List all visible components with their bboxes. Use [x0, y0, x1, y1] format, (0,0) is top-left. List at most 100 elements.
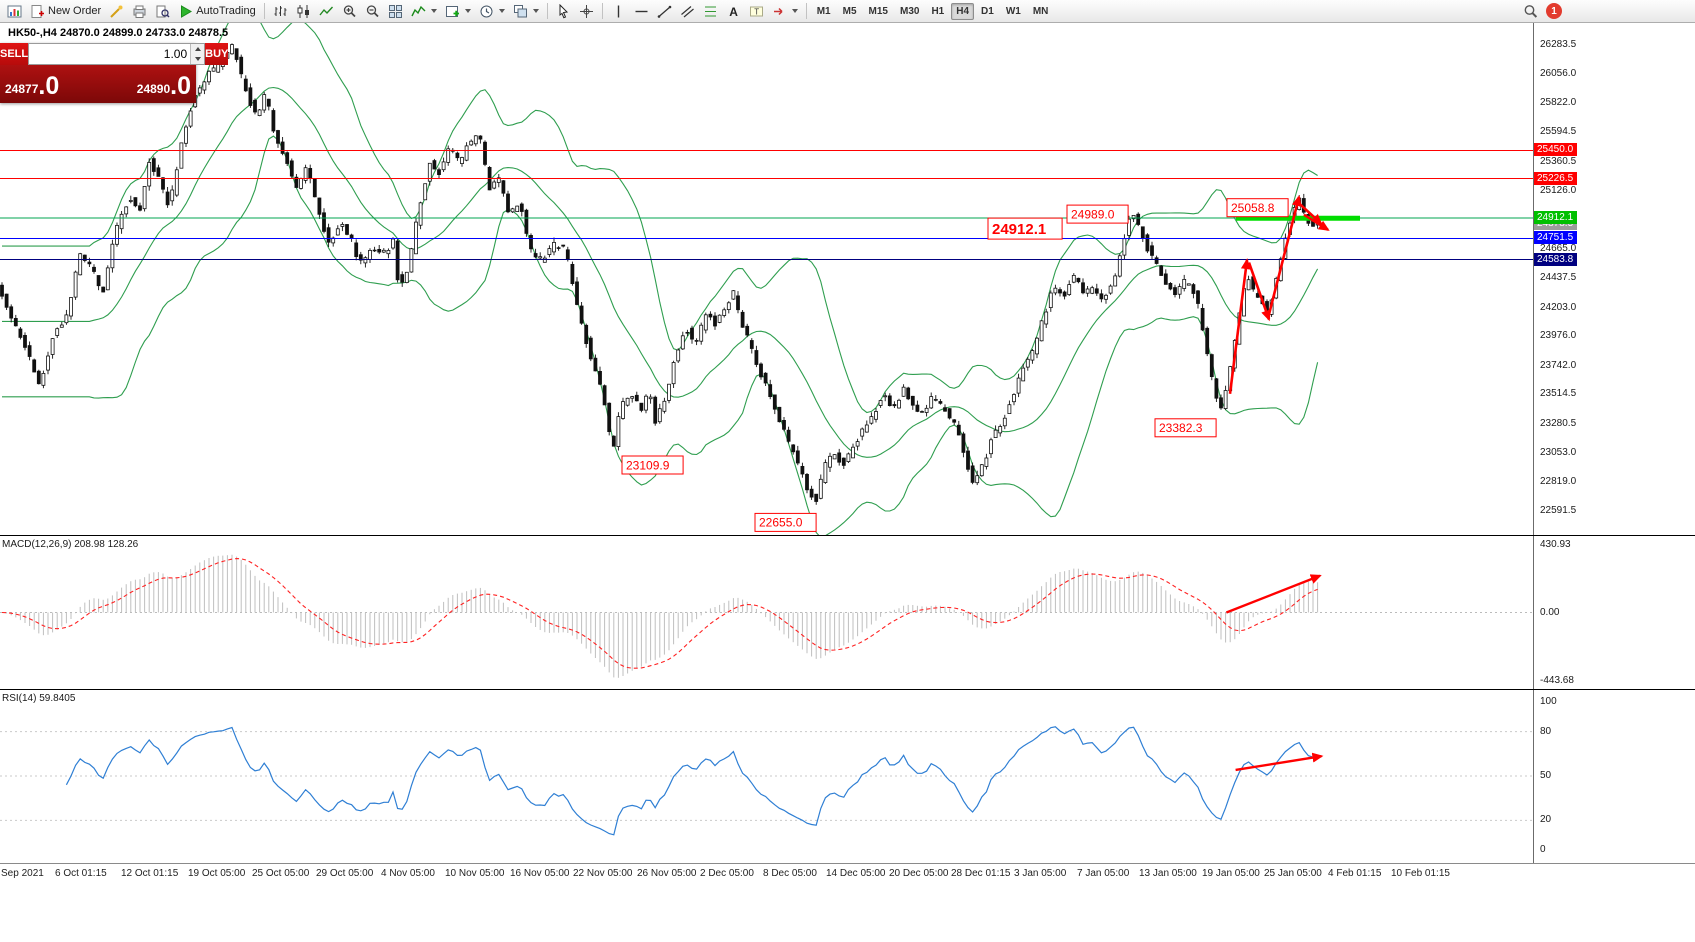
time-axis-label: 4 Feb 01:15 — [1328, 868, 1382, 879]
price-annotation[interactable]: 25058.8 — [1226, 198, 1289, 218]
rsi-panel[interactable] — [0, 690, 1533, 862]
equidistant-channel-icon[interactable] — [676, 1, 699, 22]
panel-separator[interactable] — [0, 689, 1695, 690]
price-axis-label: 25360.5 — [1540, 156, 1577, 167]
volume-input[interactable] — [29, 44, 191, 64]
buy-price-pips: .0 — [170, 72, 191, 100]
horizontal-line-icon — [635, 10, 648, 12]
timeframe-mn[interactable]: MN — [1032, 5, 1049, 17]
one-click-trading-panel: SELL BUY 24877.0 24890.0 — [0, 43, 229, 103]
trend-arrow[interactable] — [1267, 195, 1302, 315]
sell-price-base: 24877 — [5, 81, 39, 96]
svg-text:24912.1: 24912.1 — [992, 221, 1046, 238]
svg-text:22655.0: 22655.0 — [759, 516, 803, 530]
new-order-button[interactable]: New Order — [26, 1, 105, 22]
styles-icon — [110, 5, 123, 18]
price-axis-label: 23976.0 — [1540, 330, 1577, 341]
panel-separator[interactable] — [0, 535, 1695, 536]
buy-price[interactable]: 24890.0 — [98, 65, 196, 103]
price-axis-label: 24437.5 — [1540, 272, 1577, 283]
print-icon[interactable] — [128, 1, 151, 22]
trendline-icon[interactable] — [653, 1, 676, 22]
bar-chart-icon — [274, 5, 287, 16]
line-chart-icon[interactable] — [315, 1, 338, 22]
chart-window-icon[interactable] — [3, 1, 26, 22]
autotrading-button[interactable]: AutoTrading — [174, 1, 260, 22]
svg-text:A: A — [729, 5, 738, 19]
price-annotation[interactable]: 24989.0 — [1066, 204, 1129, 224]
sell-price[interactable]: 24877.0 — [0, 65, 98, 103]
notification-badge[interactable]: 1 — [1546, 3, 1562, 19]
sell-button[interactable]: SELL — [0, 43, 29, 65]
search-icon[interactable] — [1519, 1, 1542, 22]
candlestick-chart-icon[interactable] — [292, 1, 315, 22]
trend-arrow[interactable] — [1228, 258, 1251, 394]
timeframe-m1[interactable]: M1 — [816, 5, 831, 17]
price-axis-label: 24665.0 — [1540, 243, 1577, 254]
fibonacci-icon[interactable] — [699, 1, 722, 22]
macd-axis-label: 0.00 — [1540, 607, 1560, 618]
price-annotation[interactable]: 23109.9 — [621, 455, 684, 475]
timeframe-h4[interactable]: H4 — [951, 2, 975, 20]
main-price-chart[interactable]: 24912.1 24989.0 25058.8 23382.3 23109.9 22655… — [0, 23, 1533, 535]
price-annotation[interactable]: 24912.1 — [987, 217, 1063, 240]
new-chart-icon[interactable] — [441, 1, 475, 22]
rsi-axis-label: 0 — [1540, 844, 1546, 855]
text-label-icon[interactable]: T — [745, 1, 768, 22]
macd-axis-label: 430.93 — [1540, 539, 1571, 550]
rsi-axis-label: 100 — [1540, 696, 1557, 707]
time-axis-label: 26 Nov 05:00 — [637, 868, 697, 879]
timeframe-m30[interactable]: M30 — [899, 5, 920, 17]
timeframe-h1[interactable]: H1 — [931, 5, 945, 17]
cursor-icon[interactable] — [552, 1, 575, 22]
price-tag: 24912.1 — [1534, 211, 1578, 224]
time-axis-label: 10 Nov 05:00 — [445, 868, 505, 879]
indicators-list-icon[interactable] — [407, 1, 441, 22]
price-annotation[interactable]: 22655.0 — [754, 512, 817, 532]
price-axis-label: 22591.5 — [1540, 505, 1577, 516]
time-axis-label: 10 Feb 01:15 — [1391, 868, 1450, 879]
rsi-trend-arrow[interactable] — [1235, 752, 1324, 772]
macd-axis-label: -443.68 — [1540, 675, 1574, 686]
zoom-in-icon — [343, 4, 356, 17]
tile-windows-icon[interactable] — [384, 1, 407, 22]
indicators-list-icon — [411, 5, 426, 16]
trend-arrow[interactable] — [1303, 213, 1330, 231]
volume-decrease-button[interactable] — [191, 54, 205, 64]
svg-text:24989.0: 24989.0 — [1071, 207, 1115, 221]
styles-icon[interactable] — [105, 1, 128, 22]
periods-icon[interactable] — [475, 1, 509, 22]
macd-panel[interactable] — [0, 536, 1533, 689]
zoom-out-icon[interactable] — [361, 1, 384, 22]
trend-arrow[interactable] — [1298, 202, 1323, 225]
chevron-down-icon — [498, 9, 505, 13]
svg-text:23109.9: 23109.9 — [626, 458, 670, 472]
search-icon — [1524, 4, 1538, 18]
fibonacci-icon — [704, 6, 716, 16]
zoom-in-icon[interactable] — [338, 1, 361, 22]
print-preview-icon[interactable] — [151, 1, 174, 22]
timeframe-w1[interactable]: W1 — [1005, 5, 1021, 17]
time-axis-label: 6 Oct 01:15 — [55, 868, 107, 879]
vertical-line-icon[interactable] — [607, 1, 630, 22]
text-icon[interactable]: A — [722, 1, 745, 22]
bar-chart-icon[interactable] — [269, 1, 292, 22]
trend-arrow[interactable] — [1247, 262, 1271, 322]
volume-stepper — [190, 44, 205, 64]
crosshair-icon[interactable] — [575, 1, 598, 22]
timeframe-m5[interactable]: M5 — [842, 5, 857, 17]
volume-increase-button[interactable] — [191, 44, 205, 54]
macd-trend-arrow[interactable] — [1225, 574, 1322, 614]
autotrading-button — [181, 4, 193, 18]
line-chart-icon — [319, 6, 333, 15]
sell-price-pips: .0 — [38, 72, 60, 100]
buy-button[interactable]: BUY — [205, 43, 229, 65]
templates-icon[interactable] — [509, 1, 543, 22]
timeframe-m15[interactable]: M15 — [868, 5, 888, 17]
timeframe-d1[interactable]: D1 — [981, 5, 994, 17]
price-annotation[interactable]: 23382.3 — [1154, 418, 1217, 438]
timeframe-buttons: M1 M5 M15 M30 H1 H4 D1 W1 MN — [811, 2, 1055, 20]
arrows-tool-icon[interactable] — [768, 1, 802, 22]
toolbar-separator — [601, 3, 603, 19]
horizontal-line-icon[interactable] — [630, 1, 653, 22]
